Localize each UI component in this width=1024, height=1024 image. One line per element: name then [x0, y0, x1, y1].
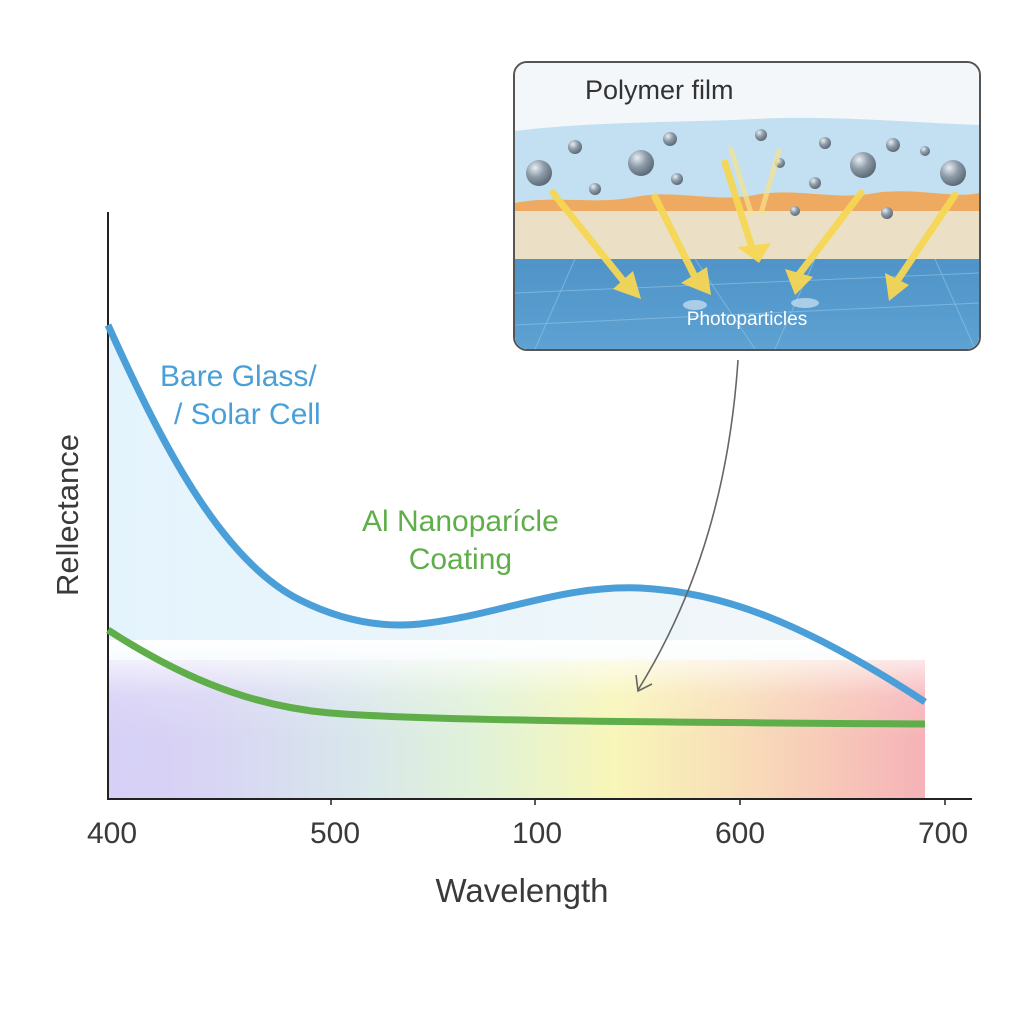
bare-line [104, 323, 927, 705]
film-illustration [515, 63, 979, 349]
inset-title: Polymer film [585, 75, 734, 105]
x-tick-500: 500 [309, 817, 361, 850]
callout-arrow [637, 359, 739, 691]
arrow-head-icon [635, 674, 653, 693]
bare-label-line1: Bare Glass/ [160, 360, 317, 393]
x-ticks [330, 799, 946, 805]
x-axis-title: Wavelength [435, 872, 609, 909]
x-tick-600: 600 [714, 817, 766, 850]
bare-label-line2: / Solar Cell [174, 398, 321, 431]
coating-label-line2: Coating [408, 543, 513, 576]
y-axis-title: Rellectance [50, 434, 85, 596]
coating-line [106, 627, 926, 728]
inset-subtitle: Photoparticles [686, 309, 808, 330]
x-tick-400: 400 [86, 817, 138, 850]
bare-glass-label: Bare Glass/ / Solar Cell [160, 358, 321, 434]
polymer-film-inset: Polymer film Photoparticles [513, 61, 981, 351]
coating-label-line1: Al Nanoparícle [362, 505, 559, 538]
x-tick-100: 100 [511, 817, 563, 850]
coating-label: Al Nanoparícle Coating [362, 503, 559, 579]
x-tick-700: 700 [917, 817, 969, 850]
